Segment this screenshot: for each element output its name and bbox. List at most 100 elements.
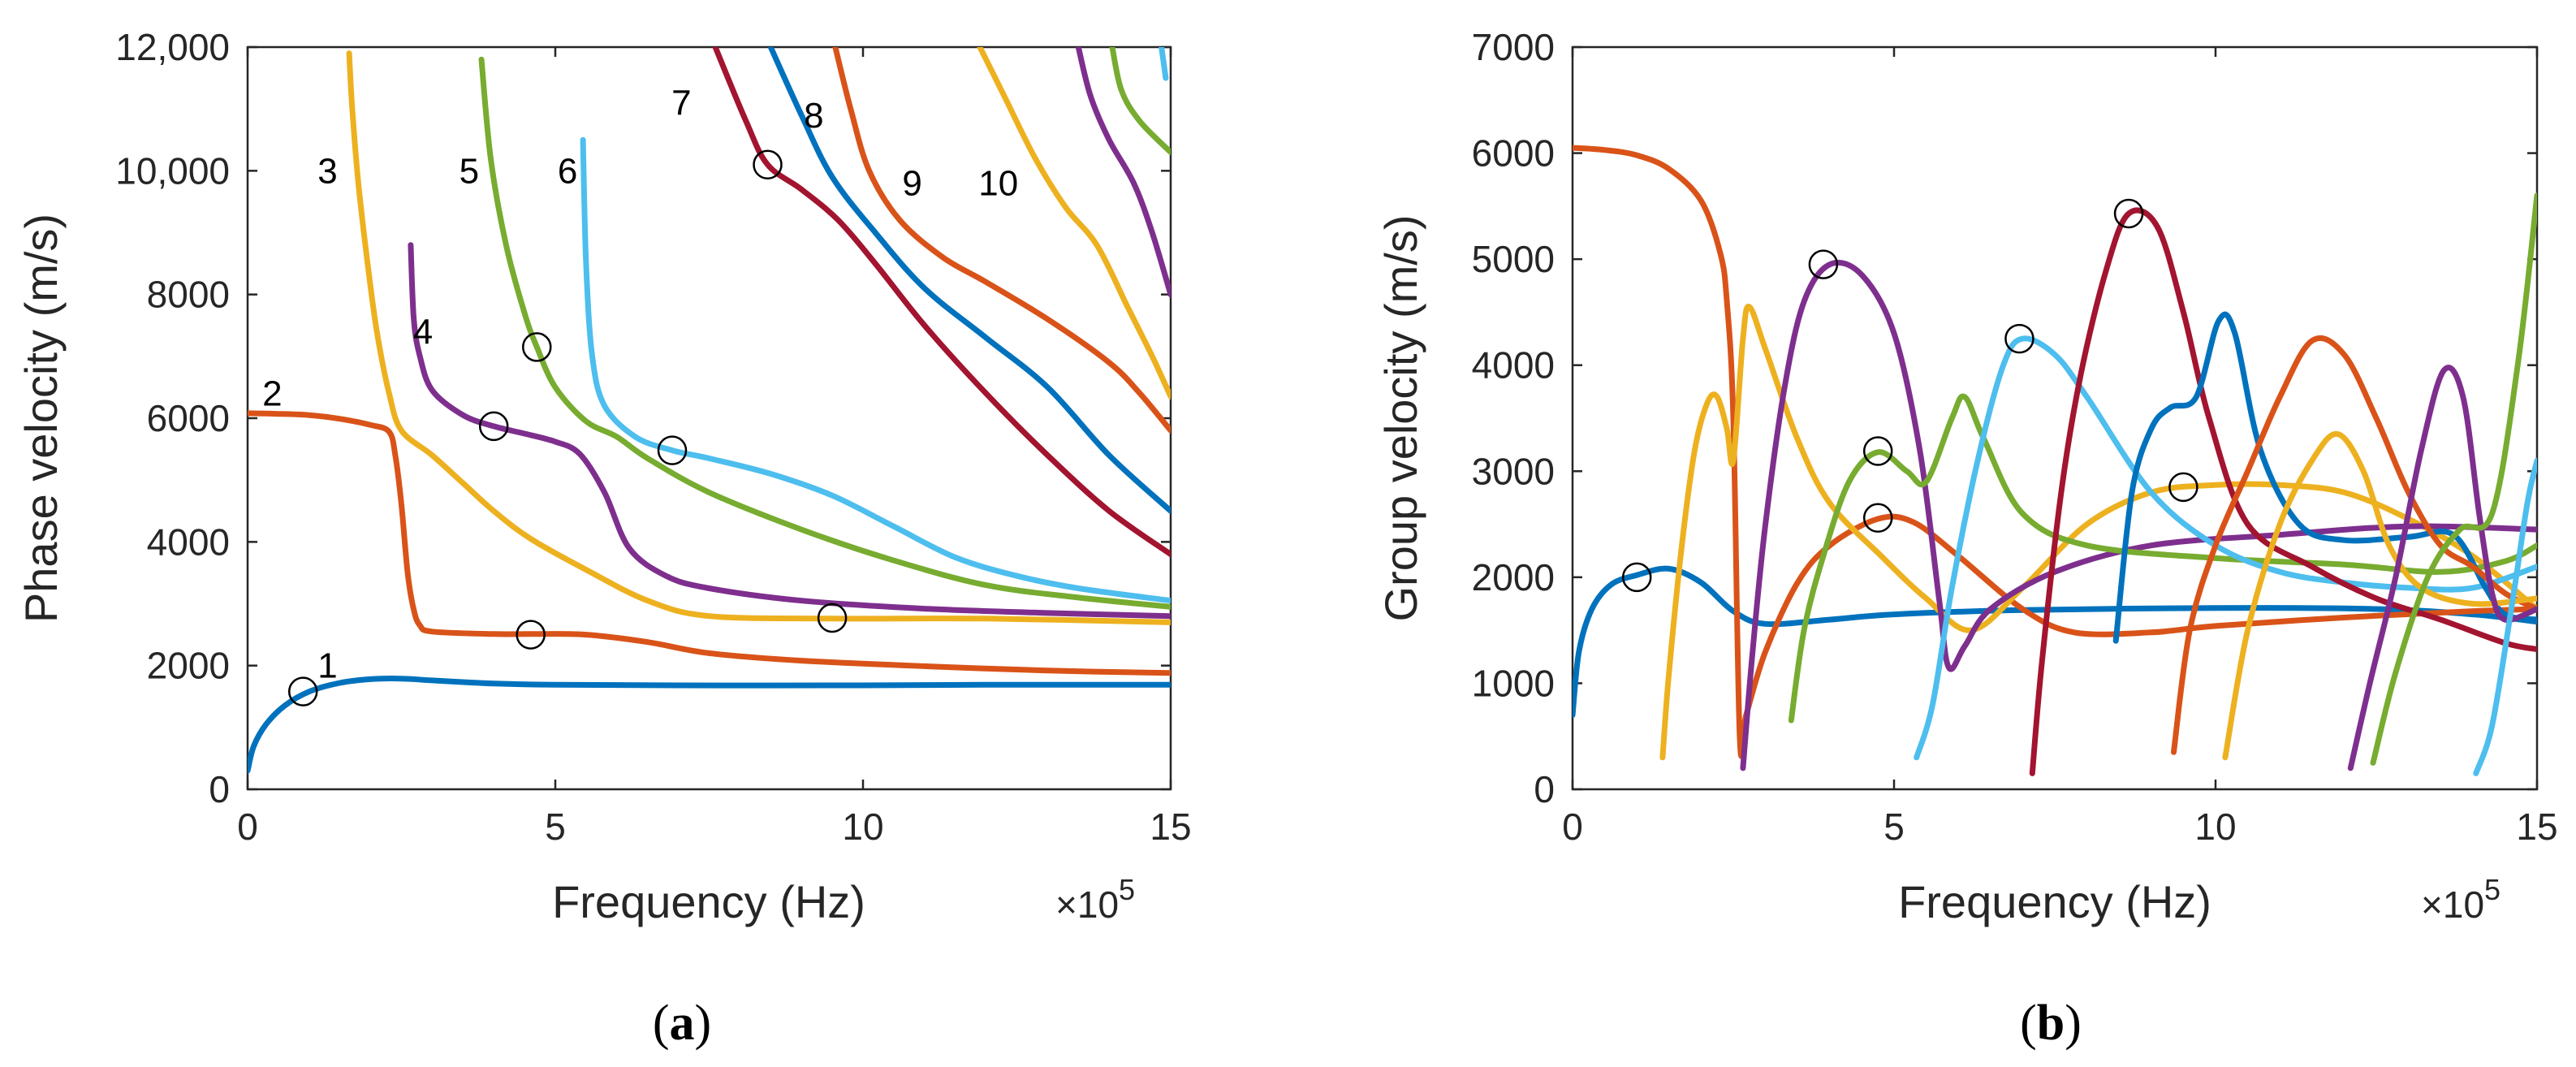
highlight-marker	[1862, 436, 1893, 466]
mode-curve-4	[1740, 259, 2537, 771]
x-multiplier: ×105	[2421, 873, 2500, 926]
caption-a-letter: a	[670, 996, 695, 1051]
mode-label-9: 9	[902, 164, 921, 204]
y-tick-label: 3000	[1472, 450, 1555, 492]
x-tick-label: 5	[1883, 806, 1905, 848]
mode-curve-2	[1573, 145, 2537, 759]
highlight-marker	[1808, 249, 1839, 279]
mode-label-10: 10	[978, 164, 1018, 204]
x-tick-label: 5	[545, 806, 566, 848]
dispersion-curves	[1573, 145, 2537, 776]
mode-label-8: 8	[804, 96, 823, 136]
mode-curve-11	[2347, 365, 2537, 771]
mode-label-7: 7	[671, 84, 691, 123]
highlight-marker	[2113, 198, 2144, 229]
y-tick-label: 4000	[147, 521, 230, 563]
y-tick-label: 8000	[147, 274, 230, 316]
highlight-marker	[753, 149, 783, 179]
mode-label-1: 1	[317, 646, 337, 686]
x-tick-label: 15	[1150, 806, 1191, 848]
y-tick-label: 0	[209, 768, 230, 810]
mode-curve-8	[767, 47, 1171, 514]
group-velocity-chart: 0 5 10 15 0 1000 2000 3000 4000 5000 6000 7000 Freq…	[1375, 26, 2558, 1051]
highlight-marker	[2004, 323, 2034, 354]
mode-label-2: 2	[262, 374, 282, 414]
highlight-marker	[522, 332, 552, 362]
x-tick-label: 10	[2194, 806, 2236, 848]
caption-a-close: )	[695, 996, 712, 1051]
y-tick-label: 4000	[1472, 344, 1555, 387]
axis-ticks: 0 5 10 15 0 1000 2000 3000 4000 5000 6000 7000	[1472, 26, 2558, 848]
y-tick-label: 6000	[1472, 132, 1555, 175]
mode-curve-7	[712, 47, 1171, 558]
highlight-markers	[287, 149, 848, 706]
y-tick-label: 1000	[1472, 662, 1555, 704]
x-multiplier-exponent: 5	[1119, 873, 1135, 906]
dispersion-curves	[248, 47, 1171, 774]
x-axis-label: Frequency (Hz)	[1898, 876, 2211, 927]
y-tick-label: 10,000	[115, 149, 230, 192]
phase-velocity-chart: 0 5 10 15 0 2000 4000 6000 8000 10,000 12,000 1 2 3 4…	[15, 26, 1192, 1051]
x-multiplier-base: ×10	[2421, 883, 2484, 926]
highlight-marker	[1862, 503, 1893, 533]
highlight-marker	[516, 620, 546, 650]
mode-curve-5	[478, 56, 1171, 610]
highlight-marker	[287, 676, 318, 706]
highlight-marker	[817, 603, 848, 633]
y-axis-label: Phase velocity (m/s)	[15, 214, 67, 623]
mode-curve-5	[1788, 393, 2537, 724]
mode-labels: 1 2 3 4 5 6 7 8 9 10	[262, 84, 1018, 686]
y-tick-label: 7000	[1472, 26, 1555, 68]
highlight-markers	[1621, 198, 2198, 593]
mode-curve-7	[2029, 207, 2537, 776]
x-tick-label: 0	[237, 806, 258, 848]
mode-curve-13	[1159, 47, 1169, 81]
mode-curve-3	[1659, 304, 2537, 761]
y-tick-label: 6000	[147, 397, 230, 439]
plot-frame	[1571, 45, 2539, 791]
mode-curve-10	[977, 47, 1171, 400]
highlight-marker	[478, 411, 509, 442]
x-tick-label: 0	[1562, 806, 1583, 848]
y-tick-label: 5000	[1472, 238, 1555, 280]
mode-curve-1	[248, 676, 1171, 774]
y-tick-label: 0	[1534, 768, 1555, 810]
caption-b-open: (	[2020, 996, 2037, 1051]
mode-curve-3	[346, 50, 1171, 625]
x-axis-label: Frequency (Hz)	[552, 876, 865, 927]
mode-curve-6	[580, 136, 1171, 604]
highlight-marker	[1621, 562, 1652, 593]
y-tick-label: 2000	[1472, 556, 1555, 598]
x-multiplier: ×105	[1055, 873, 1135, 926]
caption-b-letter: b	[2037, 996, 2065, 1051]
mode-curve-1	[1573, 565, 2537, 719]
caption-b-close: )	[2065, 996, 2082, 1051]
mode-curve-10	[2222, 431, 2537, 761]
caption-b: (b)	[2020, 996, 2082, 1051]
mode-curve-9	[2171, 335, 2537, 755]
y-tick-label: 12,000	[115, 26, 230, 68]
x-multiplier-exponent: 5	[2484, 873, 2500, 906]
y-tick-label: 2000	[147, 645, 230, 687]
mode-label-4: 4	[413, 312, 433, 352]
mode-label-3: 3	[317, 151, 337, 191]
y-axis-label: Group velocity (m/s)	[1375, 215, 1426, 622]
mode-curve-12	[2370, 192, 2537, 766]
mode-curve-6	[1914, 335, 2537, 761]
mode-curve-8	[2112, 311, 2537, 644]
mode-curve-9	[832, 47, 1171, 434]
x-tick-label: 10	[842, 806, 883, 848]
highlight-marker	[2168, 472, 2198, 503]
caption-a-open: (	[653, 996, 670, 1051]
mode-label-5: 5	[460, 151, 479, 191]
x-tick-label: 15	[2516, 806, 2557, 848]
mode-curve-4	[408, 242, 1171, 620]
mode-label-6: 6	[558, 151, 577, 191]
caption-a: (a)	[653, 996, 711, 1051]
mode-curve-13	[2473, 457, 2537, 776]
mode-curve-12	[1109, 47, 1171, 155]
mode-curve-2	[248, 410, 1171, 676]
x-multiplier-base: ×10	[1055, 883, 1119, 926]
mode-curve-11	[1075, 47, 1171, 298]
